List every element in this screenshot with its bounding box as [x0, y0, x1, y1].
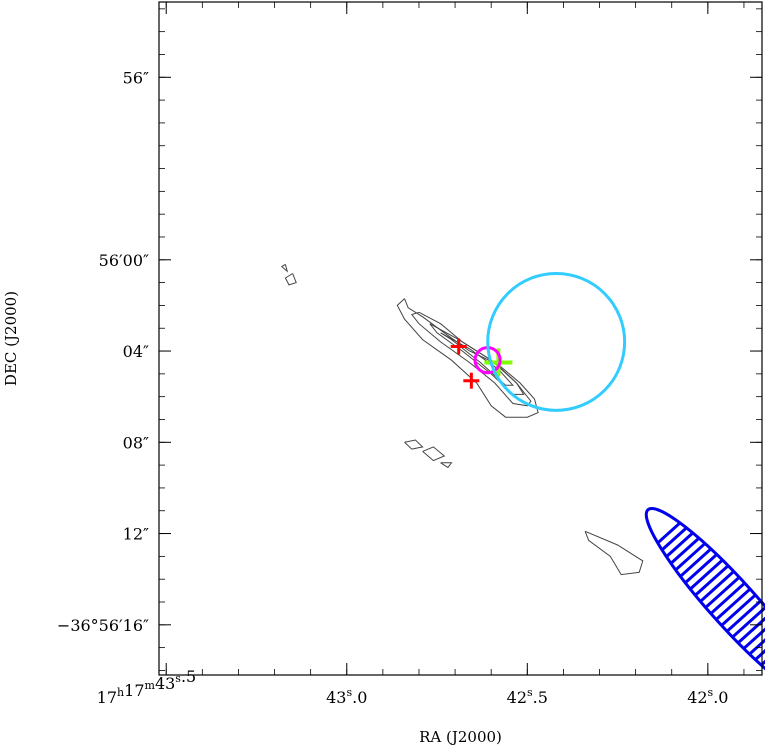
y-tick-label-5: −36°56′16″: [57, 616, 149, 635]
y-tick-label-3: 08″: [123, 433, 149, 452]
contour-layer: [280, 263, 644, 576]
beam-ellipse: [644, 506, 765, 702]
marker-cross-1: [463, 372, 480, 389]
beam-hatching: [631, 494, 765, 715]
beam-layer: [631, 494, 765, 715]
marker-layer: [450, 271, 627, 412]
plot-frame: [158, 1, 763, 676]
marker-cross-0: [450, 338, 467, 355]
x-axis-title: RA (J2000): [419, 728, 502, 746]
contour-line-6: [404, 439, 424, 450]
contour-line-7: [422, 446, 446, 462]
contour-line-5: [440, 332, 515, 386]
contour-line-0: [280, 263, 289, 273]
tick-layer: 56″ 56′00″ 04″ 08″ 12″ −36°56′16″ 17h17m43s.5 4…: [57, 2, 762, 707]
x-tick-label-3: 42s.0: [687, 686, 728, 707]
y-axis-title: DEC (J2000): [2, 291, 20, 386]
y-tick-label-2: 04″: [123, 342, 149, 361]
x-tick-label-0: 17h17m43s.5: [97, 667, 197, 707]
contour-line-4: [429, 323, 525, 395]
x-tick-label-1: 43s.0: [326, 686, 367, 707]
y-tick-label-4: 12″: [123, 525, 149, 544]
marker-circle-4: [486, 271, 627, 412]
x-tick-label-2: 42s.5: [507, 686, 548, 707]
contour-line-3: [410, 311, 532, 407]
contour-line-1: [284, 273, 297, 286]
y-tick-label-1: 56′00″: [99, 251, 149, 270]
contour-line-9: [584, 530, 644, 576]
y-tick-label-0: 56″: [123, 68, 149, 87]
contour-line-8: [440, 462, 453, 469]
